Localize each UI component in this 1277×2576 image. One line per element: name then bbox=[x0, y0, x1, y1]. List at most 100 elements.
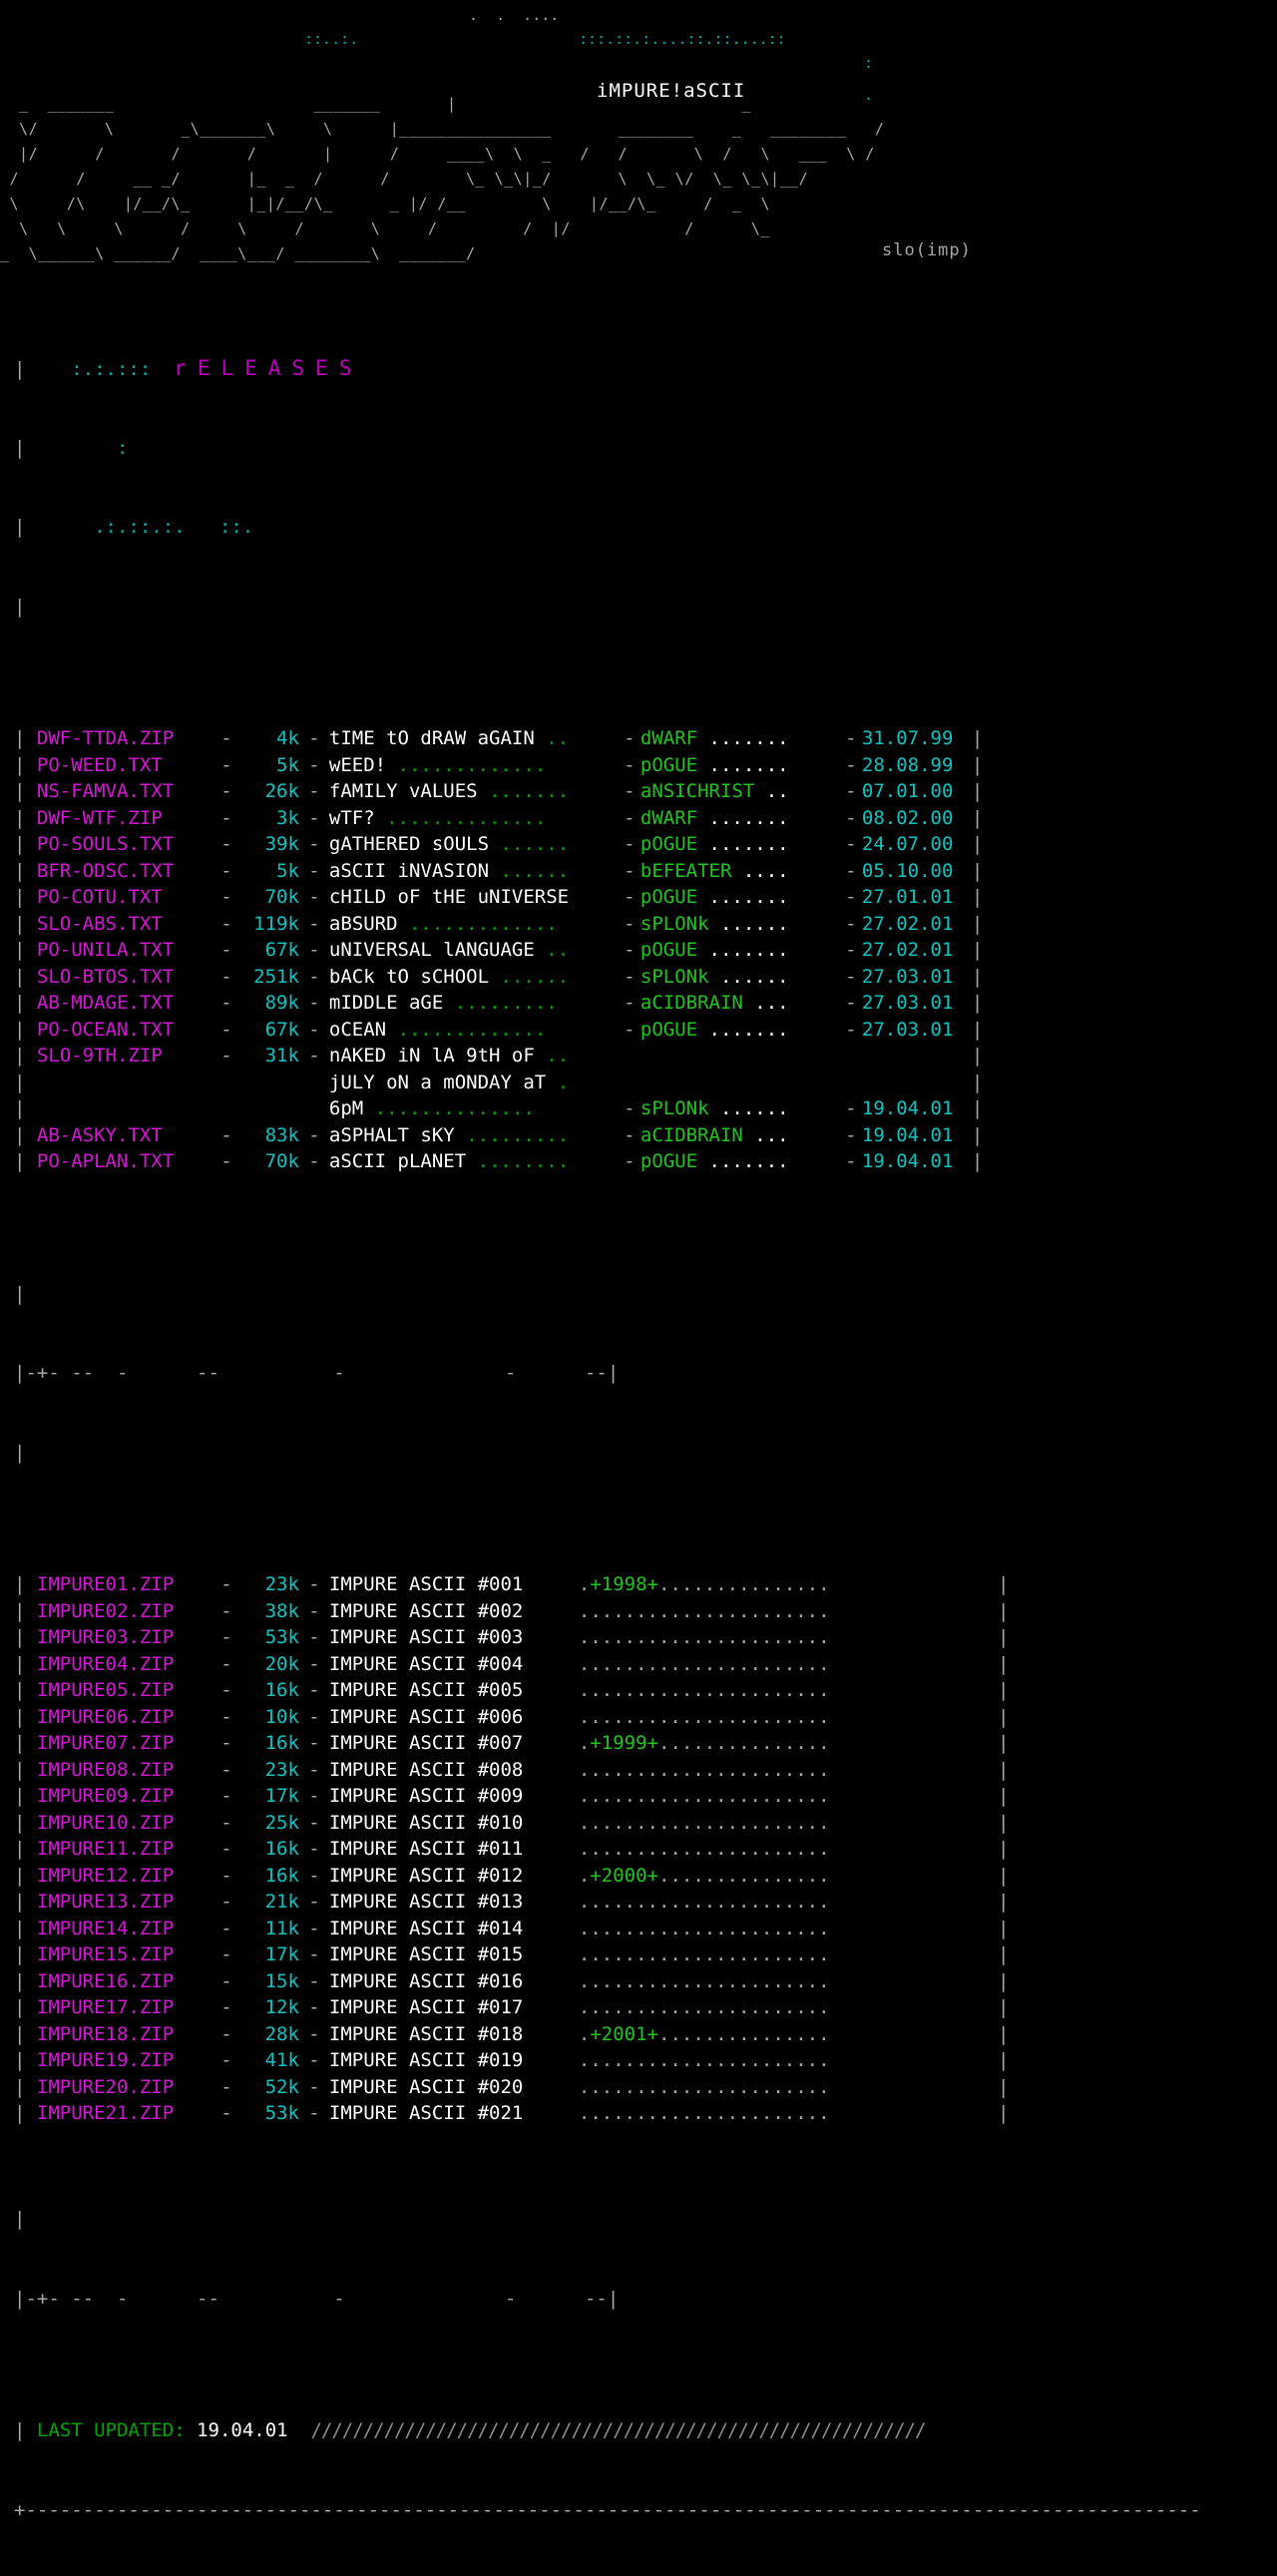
pack-filename[interactable]: IMPURE19.ZIP bbox=[36, 2049, 175, 2071]
pack-row[interactable]: | IMPURE11.ZIP -16k - IMPURE ASCII #011....… bbox=[14, 1836, 1012, 1863]
release-filename[interactable]: DWF-WTF.ZIP bbox=[36, 806, 163, 829]
release-title: gATHERED sOULS ...... bbox=[328, 833, 570, 855]
pack-filename[interactable]: IMPURE16.ZIP bbox=[36, 1969, 175, 1992]
release-filename[interactable]: PO-OCEAN.TXT bbox=[36, 1018, 175, 1041]
pack-row[interactable]: | IMPURE02.ZIP -38k - IMPURE ASCII #002....… bbox=[14, 1598, 1012, 1625]
release-row[interactable]: | DWF-WTF.ZIP -3k - wTF? .............. - dWA… bbox=[14, 805, 1012, 832]
release-filename[interactable]: AB-ASKY.TXT bbox=[36, 1123, 163, 1146]
pack-row[interactable]: | IMPURE12.ZIP -16k - IMPURE ASCII #012 .+20… bbox=[14, 1863, 1012, 1890]
release-row[interactable]: | PO-COTU.TXT -70k - cHILD oF tHE uNIVERSE … bbox=[14, 884, 1012, 911]
pack-row[interactable]: | IMPURE10.ZIP -25k - IMPURE ASCII #010....… bbox=[14, 1810, 1012, 1837]
release-title: nAKED iN lA 9tH oF .. bbox=[328, 1045, 570, 1067]
pack-tail: ...................... bbox=[578, 2049, 830, 2071]
pack-filename[interactable]: IMPURE04.ZIP bbox=[36, 1652, 175, 1675]
release-artist: pOGUE ....... bbox=[639, 833, 789, 855]
release-row[interactable]: | PO-WEED.TXT -5k - wEED! ............. - pOG… bbox=[14, 752, 1012, 779]
release-filename[interactable]: DWF-TTDA.ZIP bbox=[36, 727, 175, 749]
pack-filename[interactable]: IMPURE14.ZIP bbox=[36, 1917, 175, 1939]
footer-row: | LAST UPDATED: 19.04.01 ///////////////… bbox=[14, 2419, 926, 2441]
col-dash: - bbox=[308, 859, 320, 882]
pack-row[interactable]: | IMPURE05.ZIP -16k - IMPURE ASCII #005....… bbox=[14, 1677, 1012, 1704]
release-filename[interactable]: PO-SOULS.TXT bbox=[36, 833, 175, 855]
release-row[interactable]: | AB-MDAGE.TXT -89k - mIDDLE aGE ......... -… bbox=[14, 990, 1012, 1017]
release-row[interactable]: | PO-UNILA.TXT -67k - uNIVERSAL lANGUAGE ..… bbox=[14, 937, 1012, 964]
pack-row[interactable]: | IMPURE18.ZIP -28k - IMPURE ASCII #018 .+20… bbox=[14, 2021, 1012, 2048]
pack-title: IMPURE ASCII #017 bbox=[328, 1996, 524, 2018]
pack-filename[interactable]: IMPURE12.ZIP bbox=[36, 1864, 175, 1887]
pack-row[interactable]: | IMPURE17.ZIP -12k - IMPURE ASCII #017....… bbox=[14, 1994, 1012, 2021]
release-row[interactable]: | SLO-BTOS.TXT -251k - bACk tO sCHOOL .....… bbox=[14, 964, 1012, 991]
pack-filename[interactable]: IMPURE03.ZIP bbox=[36, 1626, 175, 1648]
col-dash: - bbox=[624, 1150, 636, 1172]
pack-tail: .+2000+............... bbox=[578, 1864, 830, 1887]
ascii-art-page: . . .... ::..:. :::.::.:....::.::....:: … bbox=[0, 6, 1201, 2521]
pack-title: IMPURE ASCII #006 bbox=[328, 1705, 524, 1728]
pack-filename[interactable]: IMPURE17.ZIP bbox=[36, 1996, 175, 2018]
col-dash: - bbox=[624, 1123, 636, 1146]
release-artist: sPLONk ...... bbox=[639, 965, 789, 988]
col-dash: - bbox=[220, 780, 232, 802]
pack-tail: .+2001+............... bbox=[578, 2022, 830, 2045]
release-row[interactable]: | BFR-ODSC.TXT -5k - aSCII iNVASION ...... -… bbox=[14, 858, 1012, 885]
pack-filename[interactable]: IMPURE08.ZIP bbox=[36, 1758, 175, 1781]
pack-row[interactable]: | IMPURE13.ZIP -21k - IMPURE ASCII #013....… bbox=[14, 1889, 1012, 1916]
pack-filename[interactable]: IMPURE01.ZIP bbox=[36, 1573, 175, 1595]
pack-filename[interactable]: IMPURE20.ZIP bbox=[36, 2075, 175, 2098]
pack-filename[interactable]: IMPURE10.ZIP bbox=[36, 1811, 175, 1834]
release-row[interactable]: | DWF-TTDA.ZIP -4k - tIME tO dRAW aGAIN .. -… bbox=[14, 725, 1012, 752]
release-row[interactable]: | SLO-9TH.ZIP -31k - nAKED iN lA 9tH oF .. … bbox=[14, 1043, 1012, 1070]
release-row[interactable]: | NS-FAMVA.TXT -26k - fAMILY vALUES .......… bbox=[14, 778, 1012, 805]
pack-filename[interactable]: IMPURE07.ZIP bbox=[36, 1732, 175, 1754]
release-artist: aCIDBRAIN ... bbox=[639, 992, 789, 1014]
pack-row[interactable]: | IMPURE01.ZIP -23k - IMPURE ASCII #001 .+19… bbox=[14, 1571, 1012, 1598]
pack-row[interactable]: | IMPURE07.ZIP -16k - IMPURE ASCII #007 .+19… bbox=[14, 1730, 1012, 1757]
release-row[interactable]: | SLO-ABS.TXT -119k - aBSURD ............. -… bbox=[14, 911, 1012, 938]
pack-row[interactable]: | IMPURE20.ZIP -52k - IMPURE ASCII #020....… bbox=[14, 2074, 1012, 2101]
col-dash: - bbox=[220, 1917, 232, 1939]
release-filename[interactable]: BFR-ODSC.TXT bbox=[36, 859, 175, 882]
pack-row[interactable]: | IMPURE14.ZIP -11k - IMPURE ASCII #014....… bbox=[14, 1916, 1012, 1942]
release-row[interactable]: | PO-OCEAN.TXT -67k - oCEAN ............. - p… bbox=[14, 1017, 1012, 1044]
pack-row[interactable]: | IMPURE09.ZIP -17k - IMPURE ASCII #009....… bbox=[14, 1783, 1012, 1810]
pack-row[interactable]: | IMPURE06.ZIP -10k - IMPURE ASCII #006....… bbox=[14, 1704, 1012, 1731]
release-filename[interactable]: SLO-ABS.TXT bbox=[36, 912, 163, 935]
pack-filename[interactable]: IMPURE05.ZIP bbox=[36, 1679, 175, 1701]
pack-tail: ...................... bbox=[578, 1679, 830, 1701]
pack-row[interactable]: | IMPURE21.ZIP -53k - IMPURE ASCII #021....… bbox=[14, 2100, 1012, 2127]
release-filename[interactable]: NS-FAMVA.TXT bbox=[36, 780, 175, 802]
pack-title: IMPURE ASCII #011 bbox=[328, 1838, 524, 1860]
release-filename[interactable]: SLO-9TH.ZIP bbox=[36, 1045, 163, 1067]
release-row[interactable]: | PO-APLAN.TXT -70k - aSCII pLANET ........… bbox=[14, 1148, 1012, 1175]
pack-filename[interactable]: IMPURE18.ZIP bbox=[36, 2022, 175, 2045]
col-dash: - bbox=[845, 965, 857, 988]
pack-row[interactable]: | IMPURE03.ZIP -53k - IMPURE ASCII #003....… bbox=[14, 1624, 1012, 1651]
col-dash: - bbox=[624, 753, 636, 776]
pack-filename[interactable]: IMPURE21.ZIP bbox=[36, 2102, 175, 2124]
col-dash: - bbox=[308, 939, 320, 961]
top-dot-field-1: . . .... bbox=[469, 6, 560, 24]
col-dash: - bbox=[220, 1573, 232, 1595]
frame-edge: | bbox=[998, 2075, 1010, 2098]
col-dash: - bbox=[220, 992, 232, 1014]
col-dash: - bbox=[220, 727, 232, 749]
pack-filename[interactable]: IMPURE06.ZIP bbox=[36, 1705, 175, 1728]
pack-filename[interactable]: IMPURE11.ZIP bbox=[36, 1838, 175, 1860]
release-filename[interactable]: AB-MDAGE.TXT bbox=[36, 992, 175, 1014]
pack-filename[interactable]: IMPURE09.ZIP bbox=[36, 1785, 175, 1807]
release-row[interactable]: | AB-ASKY.TXT -83k - aSPHALT sKY ......... -… bbox=[14, 1122, 1012, 1149]
pack-row[interactable]: | IMPURE15.ZIP -17k - IMPURE ASCII #015....… bbox=[14, 1941, 1012, 1968]
pack-row[interactable]: | IMPURE08.ZIP -23k - IMPURE ASCII #008....… bbox=[14, 1757, 1012, 1784]
release-filename[interactable]: PO-WEED.TXT bbox=[36, 753, 163, 776]
release-filename[interactable]: SLO-BTOS.TXT bbox=[36, 965, 175, 988]
pack-filename[interactable]: IMPURE02.ZIP bbox=[36, 1599, 175, 1622]
release-filename[interactable]: PO-APLAN.TXT bbox=[36, 1150, 175, 1172]
pack-row[interactable]: | IMPURE19.ZIP -41k - IMPURE ASCII #019....… bbox=[14, 2047, 1012, 2074]
pack-filename[interactable]: IMPURE13.ZIP bbox=[36, 1891, 175, 1913]
pack-row[interactable]: | IMPURE16.ZIP -15k - IMPURE ASCII #016....… bbox=[14, 1968, 1012, 1995]
pack-row[interactable]: | IMPURE04.ZIP -20k - IMPURE ASCII #004....… bbox=[14, 1651, 1012, 1678]
release-size: 5k bbox=[276, 859, 299, 882]
release-filename[interactable]: PO-COTU.TXT bbox=[36, 886, 163, 908]
release-row[interactable]: | PO-SOULS.TXT -39k - gATHERED sOULS ......… bbox=[14, 831, 1012, 858]
release-filename[interactable]: PO-UNILA.TXT bbox=[36, 939, 175, 961]
pack-filename[interactable]: IMPURE15.ZIP bbox=[36, 1943, 175, 1965]
